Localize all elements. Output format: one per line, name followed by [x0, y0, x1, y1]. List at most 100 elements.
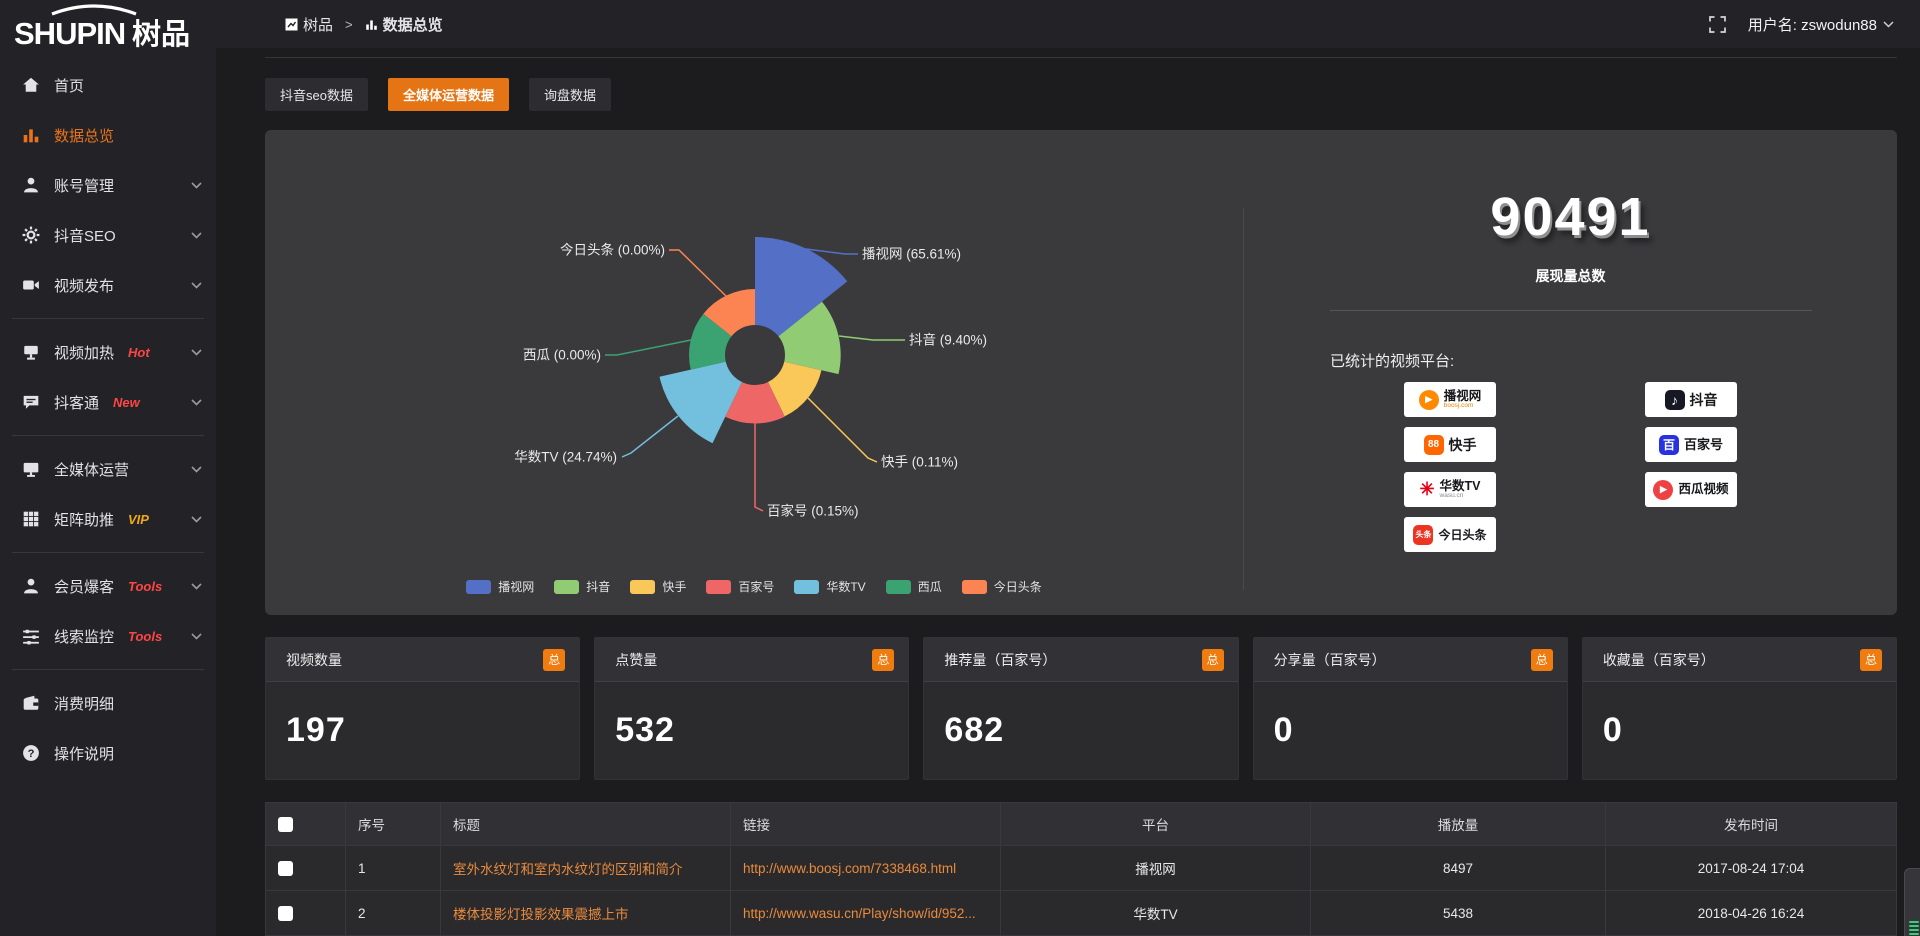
total-badge: 总	[1530, 648, 1553, 671]
breadcrumb-home[interactable]: 树品	[285, 14, 333, 35]
chart-legend: 播视网 抖音 快手 百家号 华数TV 西瓜 今日头条	[265, 578, 1243, 595]
total-badge: 总	[1860, 648, 1883, 671]
breadcrumb-current[interactable]: 数据总览	[365, 14, 443, 35]
total-badge: 总	[872, 648, 895, 671]
video-url-link[interactable]: http://www.wasu.cn/Play/show/id/952...	[743, 905, 976, 921]
total-impressions-label: 展现量总数	[1535, 268, 1606, 284]
chevron-down-icon	[191, 465, 202, 473]
tools-badge: Tools	[128, 628, 163, 644]
green-bars-icon	[1909, 921, 1919, 923]
sidebar-item-member-baoke[interactable]: 会员爆客 Tools	[0, 561, 216, 611]
stat-card-shares: 分享量（百家号）总 0	[1252, 637, 1568, 780]
bar-chart-icon	[365, 19, 377, 30]
wasu-star-icon: ✳	[1419, 479, 1435, 499]
sidebar-item-video-heat[interactable]: 视频加热 Hot	[0, 327, 216, 377]
floating-side-widget[interactable]	[1904, 868, 1920, 936]
pie-leader-line	[669, 249, 727, 297]
legend-item[interactable]: 播视网	[466, 578, 534, 595]
platform-badge-kuaishou: 88 快手	[1404, 427, 1496, 462]
legend-swatch	[706, 579, 732, 594]
sidebar-item-account-management[interactable]: 账号管理	[0, 160, 216, 210]
member-icon	[24, 578, 38, 594]
pie-slice-播视网[interactable]	[755, 236, 848, 355]
sidebar-item-media-operation[interactable]: 全媒体运营	[0, 444, 216, 494]
legend-item[interactable]: 华数TV	[794, 578, 866, 595]
tab-media-operation-data[interactable]: 全媒体运营数据	[387, 78, 509, 111]
video-title-link[interactable]: 室外水纹灯和室内水纹灯的区别和简介	[453, 862, 683, 877]
table-row: 1 室外水纹灯和室内水纹灯的区别和简介 http://www.boosj.com…	[266, 845, 1896, 890]
panel-divider	[1243, 208, 1244, 590]
pie-slice-华数TV[interactable]	[659, 355, 756, 444]
pie-chart-svg[interactable]: 播视网 (65.61%) 抖音 (9.40%) 快手 (0.11%) 百家号 (0.1…	[265, 130, 1243, 570]
stat-card-likes: 点赞量总 532	[594, 637, 910, 780]
tab-inquiry-data[interactable]: 询盘数据	[528, 78, 611, 111]
pie-label-华数TV: 华数TV (24.74%)	[514, 450, 617, 465]
legend-item[interactable]: 快手	[630, 578, 686, 595]
sidebar: SHUPIN 树品 首页 数据总览 账号管理 抖音SEO 视频发布	[0, 0, 216, 936]
platform-badge-toutiao: 头条 今日头条	[1404, 517, 1496, 552]
chart-panel: 播视网 (65.61%) 抖音 (9.40%) 快手 (0.11%) 百家号 (0.1…	[265, 130, 1897, 615]
video-url-link[interactable]: http://www.boosj.com/7338468.html	[743, 860, 957, 876]
sidebar-item-matrix-boost[interactable]: 矩阵助推 VIP	[0, 494, 216, 544]
row-checkbox[interactable]	[278, 905, 293, 921]
table-header: 序号 标题 链接 平台 播放量 发布时间	[266, 803, 1896, 845]
legend-swatch	[466, 579, 492, 594]
sidebar-item-consume-detail[interactable]: 消费明细	[0, 678, 216, 728]
pie-label-西瓜: 西瓜 (0.00%)	[523, 348, 601, 363]
logo-cn: 树品	[132, 18, 190, 51]
legend-item[interactable]: 西瓜	[885, 578, 942, 595]
sidebar-item-video-publish[interactable]: 视频发布	[0, 260, 216, 310]
topbar: 树品 > 数据总览 用户名: zswodun88	[216, 0, 1920, 48]
sidebar-item-clue-monitor[interactable]: 线索监控 Tools	[0, 611, 216, 661]
sidebar-divider	[12, 435, 204, 436]
hot-badge: Hot	[128, 344, 150, 360]
shupin-logo-icon: SHUPIN 树品	[14, 4, 190, 51]
total-badge: 总	[1201, 648, 1224, 671]
baijiahao-icon: 百	[1658, 434, 1679, 455]
home-icon	[23, 77, 39, 92]
video-title-link[interactable]: 楼体投影灯投影效果震撼上市	[453, 907, 629, 922]
stat-card-recommends: 推荐量（百家号）总 682	[923, 637, 1239, 780]
chevron-down-icon	[191, 398, 202, 406]
platform-badge-baijiahao: 百 百家号	[1645, 427, 1737, 462]
sidebar-item-douyin-seo[interactable]: 抖音SEO	[0, 210, 216, 260]
legend-swatch	[554, 579, 580, 594]
sidebar-item-home[interactable]: 首页	[0, 60, 216, 110]
chevron-down-icon	[191, 582, 202, 590]
total-impressions-value: 90491	[1490, 187, 1651, 247]
sidebar-item-help[interactable]: ? 操作说明	[0, 728, 216, 778]
chevron-down-icon	[1883, 20, 1894, 28]
row-checkbox[interactable]	[278, 860, 293, 876]
toutiao-icon: 头条	[1413, 524, 1434, 545]
pie-label-抖音: 抖音 (9.40%)	[909, 332, 987, 348]
sidebar-item-data-overview[interactable]: 数据总览	[0, 110, 216, 160]
legend-item[interactable]: 抖音	[554, 578, 610, 595]
content-divider	[265, 57, 1897, 58]
table-row: 2 楼体投影灯投影效果震撼上市 http://www.wasu.cn/Play/…	[266, 890, 1896, 935]
chevron-down-icon	[191, 231, 202, 239]
wallet-icon	[23, 695, 39, 710]
sidebar-divider	[12, 669, 204, 670]
pie-leader-line	[605, 339, 692, 356]
svg-text:?: ?	[28, 748, 35, 760]
platform-badge-xigua: ▶ 西瓜视频	[1645, 472, 1737, 507]
fullscreen-icon[interactable]	[1708, 15, 1726, 33]
legend-item[interactable]: 今日头条	[961, 578, 1042, 595]
select-all-checkbox[interactable]	[278, 816, 293, 832]
legend-swatch	[961, 579, 987, 594]
legend-swatch	[630, 579, 656, 594]
question-icon: ?	[23, 745, 39, 761]
video-table: 序号 标题 链接 平台 播放量 发布时间 1 室外水纹灯和室内水纹灯的区别和简介…	[265, 802, 1897, 936]
breadcrumb-separator: >	[345, 16, 353, 32]
pie-leader-line	[754, 423, 764, 512]
legend-swatch	[885, 579, 911, 594]
legend-item[interactable]: 百家号	[706, 578, 774, 595]
platform-grid: ▶ 播视网 boosj.com ♪ 抖音 88 快手 百 百家号 ✳ 华数TV	[1404, 382, 1737, 552]
username-dropdown[interactable]: 用户名: zswodun88	[1748, 14, 1894, 35]
pie-slice-百家号[interactable]	[725, 355, 785, 424]
chat-icon	[23, 395, 39, 409]
bar-chart-icon	[23, 129, 39, 143]
pie-label-今日头条: 今日头条 (0.00%)	[560, 242, 665, 258]
tab-douyin-seo-data[interactable]: 抖音seo数据	[265, 78, 368, 111]
sidebar-item-doukuetong[interactable]: 抖客通 New	[0, 377, 216, 427]
